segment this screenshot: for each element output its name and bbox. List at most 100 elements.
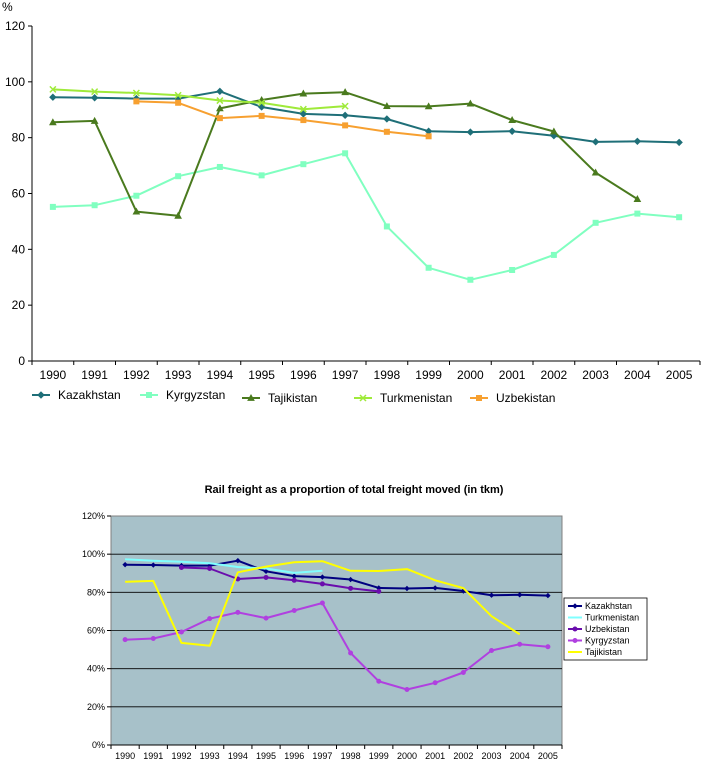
chart-1-x-tick-label-1998: 1998 (374, 368, 401, 382)
chart-2-point-uzbekistan-1993 (207, 565, 213, 571)
chart-2-y-tick-label-40: 40% (87, 664, 105, 674)
chart-1-point-turkmenistan-1994 (216, 97, 224, 105)
chart-2-point-kyrgyzstan-2005 (545, 644, 551, 650)
chart-2-title: Rail freight as a proportion of total fr… (205, 484, 504, 496)
chart-1-point-kazakhstan-1991 (90, 94, 99, 102)
chart-1-x-tick-label-1990: 1990 (40, 368, 67, 382)
chart-2-x-tick-label-2002: 2002 (453, 751, 473, 761)
chart-2-point-kyrgyzstan-1996 (291, 607, 297, 613)
chart-1-y-tick-label-120: 120 (5, 19, 25, 33)
chart-1-series-kazakhstan (49, 87, 683, 147)
chart-1-point-kazakhstan-2001 (508, 127, 516, 135)
chart-1-point-tajikistan-1993 (174, 211, 182, 219)
chart-2-point-kyrgyzstan-2003 (489, 648, 495, 654)
chart-1-series-kyrgyzstan (49, 150, 683, 283)
chart-2-point-kazakhstan-2000 (404, 585, 410, 592)
chart-2-point-kazakhstan-1991 (150, 562, 156, 568)
chart-2-point-kyrgyzstan-1997 (319, 600, 325, 606)
chart-1-point-tajikistan-2004 (633, 195, 642, 202)
chart-2-point-kyrgyzstan-1998 (348, 650, 354, 656)
chart-1-y-axis-label: % (2, 0, 13, 14)
chart-2-point-kyrgyzstan-1990 (122, 637, 128, 643)
chart-1-point-tajikistan-1996 (299, 89, 308, 97)
chart-2-point-kazakhstan-2004 (517, 592, 523, 598)
chart-2-x-tick-label-1990: 1990 (115, 751, 135, 761)
chart-1-x-tick-label-1992: 1992 (123, 368, 150, 382)
chart-2-x-tick-label-1991: 1991 (143, 751, 163, 761)
chart-1-point-turkmenistan-1992 (132, 89, 140, 97)
chart-2-point-uzbekistan-1997 (319, 581, 325, 587)
chart-2-point-kyrgyzstan-1995 (263, 615, 269, 621)
chart-2-legend-item-kazakhstan: Kazakhstan (568, 601, 632, 611)
chart-1-point-tajikistan-1999 (424, 102, 433, 110)
chart-1-y-tick-label-60: 60 (12, 187, 26, 201)
chart-1-y-tick-label-80: 80 (12, 131, 26, 145)
chart-2-line-kazakhstan (125, 559, 548, 597)
chart-2-legend-marker-uzbekistan (572, 626, 578, 632)
chart-1-point-uzbekistan-1997 (342, 122, 349, 129)
chart-1-point-kazakhstan-2004 (633, 137, 642, 146)
chart-1-line-turkmenistan (52, 88, 346, 111)
chart-1-point-uzbekistan-1998 (383, 128, 390, 135)
chart-1-point-kazakhstan-1996 (299, 110, 308, 118)
chart-2-x-tick-label-2005: 2005 (538, 751, 558, 761)
chart-1-line-uzbekistan (136, 100, 429, 138)
chart-2-x-tick-label-2003: 2003 (482, 751, 502, 761)
chart-1-legend-marker-kyrgyzstan (146, 392, 152, 398)
chart-1-point-tajikistan-1992 (132, 207, 141, 215)
chart-2-point-kazakhstan-2005 (545, 592, 551, 599)
chart-1-point-turkmenistan-1991 (91, 88, 99, 96)
chart-1-point-turkmenistan-1995 (258, 99, 266, 107)
chart-2-series-turkmenistan (125, 558, 323, 574)
chart-2-line-tajikistan (125, 560, 521, 647)
chart-1-legend-item-tajikistan: Tajikistan (242, 391, 317, 405)
chart-2-point-kyrgyzstan-2001 (432, 680, 438, 686)
chart-1-point-kazakhstan-1994 (216, 87, 224, 96)
chart-2-point-uzbekistan-1992 (178, 565, 184, 571)
chart-2-legend-item-uzbekistan: Uzbekistan (568, 624, 630, 634)
chart-1-point-turkmenistan-1993 (174, 91, 182, 99)
chart-2-legend-item-turkmenistan: Turkmenistan (568, 613, 639, 623)
chart-1-legend-marker-uzbekistan (476, 395, 482, 401)
chart-2-y-tick-label-20: 20% (87, 702, 105, 712)
chart-2-point-kazakhstan-1995 (263, 568, 269, 575)
chart-1-point-kyrgyzstan-1999 (425, 264, 432, 271)
chart-2-point-kyrgyzstan-1993 (207, 616, 213, 622)
chart-2-legend-marker-kazakhstan (572, 603, 578, 609)
chart-2-legend-marker-kyrgyzstan (572, 638, 578, 643)
chart-1-x-tick-label-1997: 1997 (332, 368, 359, 382)
chart-1-point-kyrgyzstan-2005 (676, 214, 683, 221)
chart-2-point-kazakhstan-1998 (347, 576, 354, 583)
chart-1-point-uzbekistan-1993 (175, 99, 182, 106)
chart-2-point-kyrgyzstan-2004 (517, 641, 523, 647)
chart-2-y-tick-label-0: 0% (92, 740, 105, 750)
chart-1-point-uzbekistan-1996 (300, 117, 307, 124)
chart-1-legend-item-uzbekistan: Uzbekistan (470, 391, 555, 405)
chart-1-point-uzbekistan-1995 (258, 112, 265, 119)
chart-1-point-kyrgyzstan-2001 (509, 266, 516, 273)
chart-1-legend-label-uzbekistan: Uzbekistan (496, 391, 555, 405)
chart-2-x-tick-label-1995: 1995 (256, 751, 276, 761)
chart-1-point-kyrgyzstan-1990 (49, 203, 56, 210)
chart-2-point-kyrgyzstan-2002 (460, 669, 466, 675)
chart-2-x-tick-label-1997: 1997 (312, 751, 332, 761)
chart-2-point-kyrgyzstan-2000 (404, 686, 410, 692)
chart-2-point-uzbekistan-1995 (263, 574, 269, 580)
chart-2-x-tick-label-2001: 2001 (425, 751, 445, 761)
chart-1-point-tajikistan-2001 (508, 116, 516, 123)
chart-1-point-kyrgyzstan-2004 (634, 210, 641, 217)
chart-2-point-kyrgyzstan-1991 (150, 636, 156, 642)
chart-1-point-uzbekistan-1994 (216, 115, 223, 122)
chart-1-point-kyrgyzstan-1998 (383, 223, 390, 230)
chart-2-legend-label-kazakhstan: Kazakhstan (585, 601, 632, 611)
chart-1-point-tajikistan-2002 (550, 127, 558, 135)
chart-2-legend-item-kyrgyzstan: Kyrgyzstan (568, 636, 630, 646)
chart-1-point-kyrgyzstan-2002 (550, 251, 557, 258)
chart-1-point-kazakhstan-1990 (49, 93, 57, 101)
chart-1-x-tick-label-1999: 1999 (415, 368, 442, 382)
chart-2-series-uzbekistan (178, 565, 382, 594)
chart-1-point-kyrgyzstan-1995 (258, 172, 265, 179)
chart-1-x-tick-label-1996: 1996 (290, 368, 317, 382)
chart-1-legend-marker-kazakhstan (37, 391, 45, 399)
chart-1-y-tick-label-40: 40 (12, 242, 26, 256)
